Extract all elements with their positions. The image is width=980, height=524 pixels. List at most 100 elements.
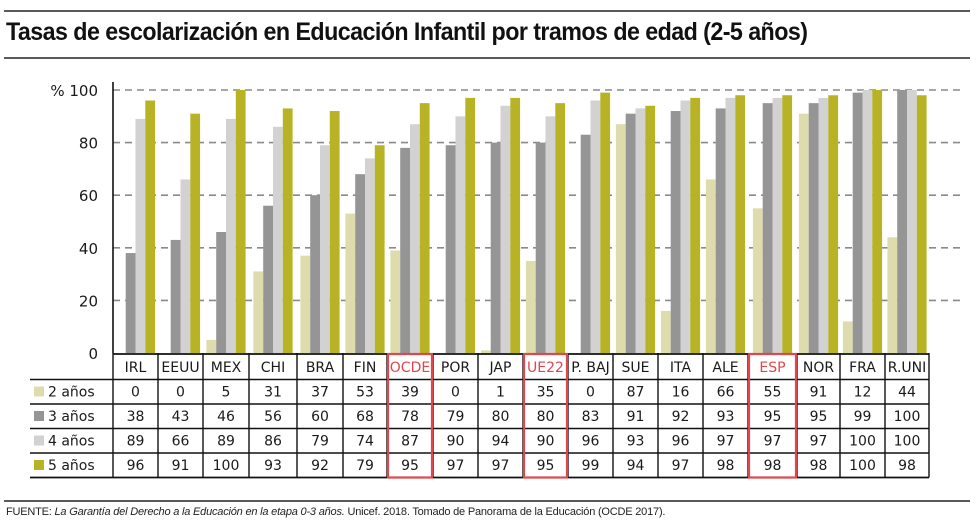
bar-4-años-POR [455, 116, 466, 353]
bar-3-años-ALE [715, 108, 726, 353]
y-tick-label: 80 [79, 135, 98, 153]
table-cell-value: 92 [311, 458, 329, 474]
bar-3-años-NOR [808, 103, 819, 354]
table-cell-value: 79 [311, 434, 329, 450]
table-cell-value: 43 [172, 409, 190, 425]
table-cell-value: 100 [849, 434, 876, 450]
bar-3-años-FRA [852, 92, 863, 353]
table-cell-value: 95 [764, 409, 782, 425]
table-cell-value: 12 [854, 385, 872, 401]
bar-4-años-PBAJ [590, 100, 601, 354]
table-cell-value: 1 [496, 385, 505, 401]
highlight-boxes [386, 352, 798, 479]
bar-2-años-UE22 [525, 260, 536, 353]
top-rule [4, 10, 970, 12]
bar-5-años-SUE [645, 105, 656, 353]
bar-5-años-JAP [510, 97, 521, 353]
category-label: NOR [803, 360, 834, 376]
y-axis-ticks: 0 20 40 60 80 % 100 [50, 82, 98, 363]
category-label: SUE [622, 360, 650, 376]
table-cell-value: 93 [264, 458, 282, 474]
bar-5-años-FIN [374, 145, 385, 353]
bar-5-años-POR [465, 97, 476, 353]
table-cell-value: 97 [810, 434, 828, 450]
table-cell-value: 92 [672, 409, 690, 425]
table-cell-value: 97 [447, 458, 465, 474]
legend-label: 4 años [48, 434, 95, 450]
category-label: OCDE [390, 360, 430, 376]
bar-4-años-ALE [725, 97, 736, 353]
bar-2-años-CHI [253, 271, 264, 353]
bar-5-años-OCDE [419, 103, 430, 354]
table-cell-value: 94 [627, 458, 645, 474]
legend-label: 3 años [48, 409, 95, 425]
highlight-box-OCDE [386, 352, 434, 479]
bar-4-años-CHI [273, 126, 283, 353]
table-cell-value: 66 [717, 385, 735, 401]
table-cell-value: 0 [586, 385, 595, 401]
table-cell-value: 44 [898, 385, 916, 401]
bar-4-años-OCDE [410, 124, 420, 353]
table-cell-value: 100 [213, 458, 240, 474]
bar-5-años-ALE [735, 95, 746, 353]
bar-5-años-CHI [282, 108, 293, 353]
bar-2-años-RUNI [887, 237, 898, 353]
bar-5-años-RUNI [916, 95, 927, 353]
bars [125, 90, 927, 354]
bar-3-años-MEX [216, 232, 226, 353]
legend-swatch [34, 435, 44, 446]
bar-3-años-OCDE [400, 147, 410, 353]
bar-2-años-ITA [660, 310, 671, 353]
bar-4-años-IRL [135, 118, 146, 354]
table-cell-value: 98 [717, 458, 735, 474]
table-cell-value: 5 [222, 385, 231, 401]
source-details: Unicef. 2018. Tomado de Panorama de la E… [347, 506, 666, 518]
table-cell-value: 38 [127, 409, 145, 425]
table-cell-value: 91 [172, 458, 190, 474]
table-cell-value: 95 [401, 458, 419, 474]
source-title: La Garantía del Derecho a la Educación e… [54, 506, 345, 518]
category-label: ESP [759, 360, 785, 376]
bar-5-años-ITA [690, 97, 701, 353]
table-cell-value: 97 [717, 434, 735, 450]
category-label: FRA [849, 360, 876, 376]
table-cell-value: 87 [401, 434, 419, 450]
bar-3-años-ITA [670, 111, 681, 353]
table-cell-value: 100 [894, 409, 921, 425]
table-cell-value: 95 [537, 458, 555, 474]
bar-3-años-JAP [490, 142, 501, 353]
bar-4-años-FRA [862, 90, 873, 353]
table-cell-value: 16 [672, 385, 690, 401]
table-cell-value: 93 [627, 434, 645, 450]
table-cell-value: 91 [627, 409, 645, 425]
table-cell-value: 89 [217, 434, 235, 450]
bar-2-años-ALE [705, 179, 716, 353]
category-label: POR [441, 360, 470, 376]
bar-5-años-IRL [145, 100, 156, 354]
table-cell-value: 96 [127, 458, 145, 474]
source-note: FUENTE: La Garantía del Derecho a la Edu… [6, 506, 665, 518]
bar-4-años-FIN [365, 158, 375, 353]
category-label: EEUU [161, 360, 199, 376]
bar-2-años-FIN [345, 213, 356, 353]
category-label: ALE [712, 360, 738, 376]
table-cell-value: 0 [451, 385, 460, 401]
bar-3-años-IRL [125, 253, 136, 353]
legend-swatch [34, 460, 44, 470]
category-label: FIN [354, 360, 377, 376]
y-tick-label: % 100 [50, 82, 98, 100]
table-cell-value: 100 [849, 458, 876, 474]
table-cell-value: 86 [264, 434, 282, 450]
table-cell-value: 31 [264, 385, 282, 401]
bar-2-años-SUE [615, 124, 626, 353]
table-cell-value: 97 [492, 458, 510, 474]
legend-swatch [34, 411, 44, 421]
category-label: R.UNI [888, 360, 927, 376]
bar-3-años-FIN [355, 174, 365, 353]
bar-4-años-JAP [500, 105, 511, 353]
bar-3-años-UE22 [535, 142, 546, 353]
category-label: ITA [670, 360, 692, 376]
bar-3-años-EEUU [170, 239, 181, 353]
category-label: IRL [125, 360, 147, 376]
table-cell-value: 96 [582, 434, 600, 450]
